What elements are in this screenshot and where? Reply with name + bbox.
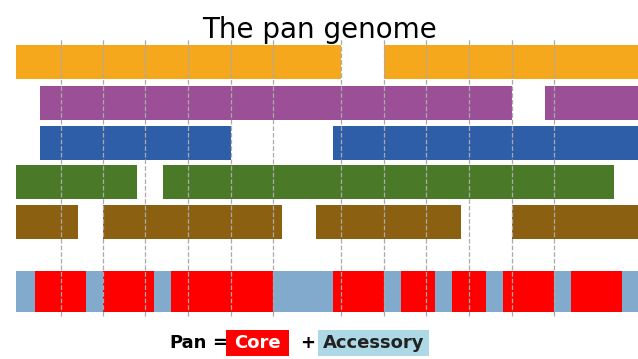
Text: Core: Core [234,334,281,352]
Bar [103,271,154,312]
Bar [512,205,638,239]
Bar [171,271,273,312]
Bar [16,205,78,239]
Bar [40,126,231,160]
Bar [333,126,638,160]
Bar [16,271,638,312]
FancyBboxPatch shape [318,330,429,356]
Bar [16,45,341,79]
Bar [163,165,614,199]
Text: =: = [212,334,228,352]
Bar [571,271,622,312]
Bar [316,205,461,239]
Bar [35,271,86,312]
FancyBboxPatch shape [226,330,289,356]
Bar [384,45,638,79]
Bar [452,271,486,312]
Text: Pan: Pan [169,334,207,352]
Bar [545,86,638,120]
Bar [103,205,282,239]
Bar [16,165,137,199]
Text: The pan genome: The pan genome [202,16,436,44]
Bar [503,271,554,312]
Text: Accessory: Accessory [323,334,424,352]
Bar [401,271,435,312]
Bar [333,271,384,312]
Bar [40,86,512,120]
Text: +: + [300,334,316,352]
